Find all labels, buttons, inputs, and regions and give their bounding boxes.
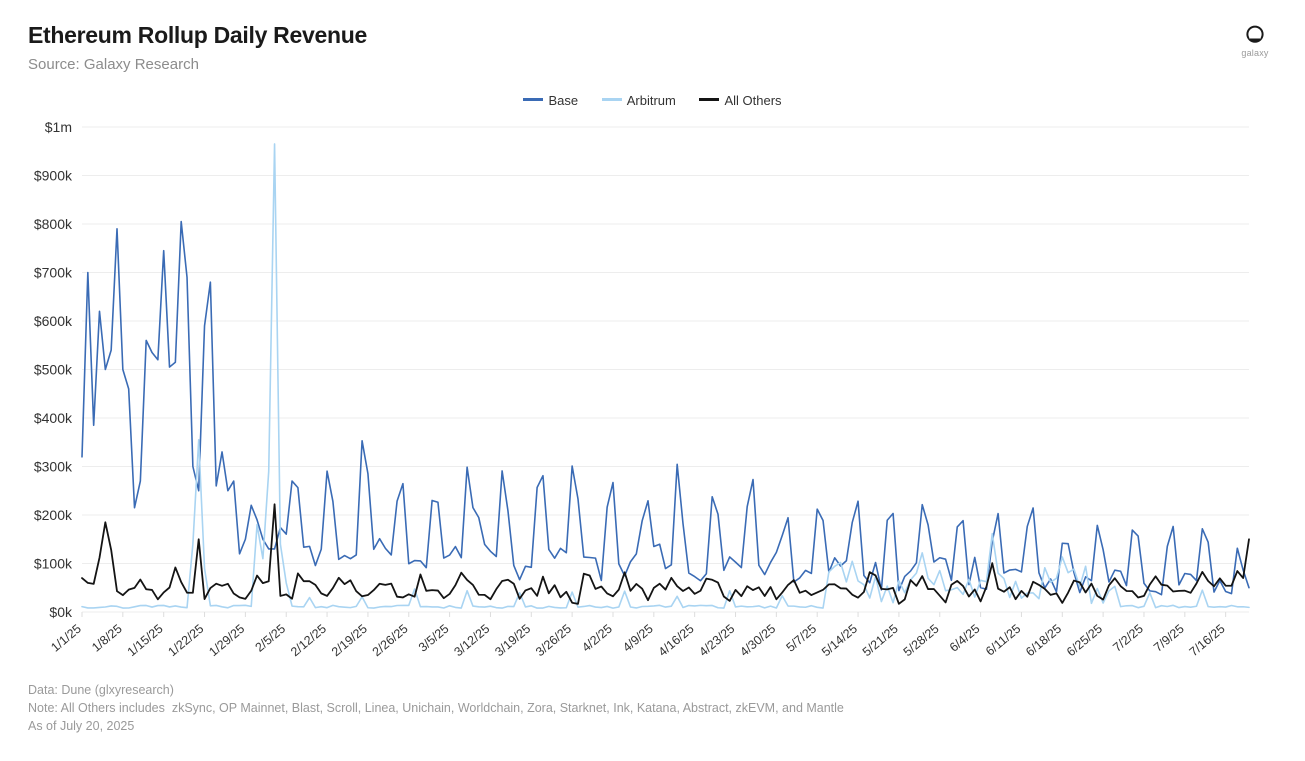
svg-text:7/9/25: 7/9/25	[1151, 622, 1187, 655]
svg-text:1/1/25: 1/1/25	[48, 622, 84, 655]
svg-text:$800k: $800k	[34, 216, 73, 232]
svg-text:3/26/25: 3/26/25	[533, 622, 574, 660]
svg-text:7/2/25: 7/2/25	[1110, 622, 1146, 655]
svg-text:3/5/25: 3/5/25	[416, 622, 452, 655]
svg-text:$700k: $700k	[34, 265, 73, 281]
svg-text:$200k: $200k	[34, 507, 73, 523]
svg-text:4/2/25: 4/2/25	[579, 622, 615, 655]
svg-text:$100k: $100k	[34, 556, 73, 572]
svg-text:5/14/25: 5/14/25	[819, 622, 860, 660]
svg-text:$300k: $300k	[34, 459, 73, 475]
svg-text:5/21/25: 5/21/25	[860, 622, 901, 660]
svg-text:6/11/25: 6/11/25	[983, 622, 1023, 659]
svg-text:6/4/25: 6/4/25	[947, 622, 983, 655]
svg-text:4/23/25: 4/23/25	[696, 622, 737, 660]
svg-text:2/19/25: 2/19/25	[329, 622, 370, 660]
svg-text:3/12/25: 3/12/25	[451, 622, 492, 660]
svg-text:3/19/25: 3/19/25	[492, 622, 533, 660]
svg-text:5/28/25: 5/28/25	[901, 622, 942, 660]
svg-text:2/26/25: 2/26/25	[370, 622, 411, 660]
svg-text:1/22/25: 1/22/25	[166, 622, 207, 660]
svg-text:$1m: $1m	[45, 119, 72, 135]
svg-text:7/16/25: 7/16/25	[1187, 622, 1228, 660]
svg-text:5/7/25: 5/7/25	[784, 622, 820, 655]
svg-text:1/15/25: 1/15/25	[125, 622, 166, 660]
svg-text:$400k: $400k	[34, 410, 73, 426]
svg-text:2/12/25: 2/12/25	[288, 622, 329, 660]
svg-text:6/18/25: 6/18/25	[1023, 622, 1064, 660]
svg-text:4/9/25: 4/9/25	[620, 622, 656, 655]
svg-text:4/16/25: 4/16/25	[656, 622, 697, 660]
svg-text:2/5/25: 2/5/25	[253, 622, 289, 655]
svg-text:$500k: $500k	[34, 362, 73, 378]
svg-text:1/8/25: 1/8/25	[89, 622, 125, 655]
svg-text:4/30/25: 4/30/25	[737, 622, 778, 660]
svg-text:$900k: $900k	[34, 168, 73, 184]
svg-text:$600k: $600k	[34, 313, 73, 329]
svg-text:$0k: $0k	[49, 604, 73, 620]
svg-text:1/29/25: 1/29/25	[206, 622, 247, 660]
svg-text:6/25/25: 6/25/25	[1064, 622, 1105, 660]
